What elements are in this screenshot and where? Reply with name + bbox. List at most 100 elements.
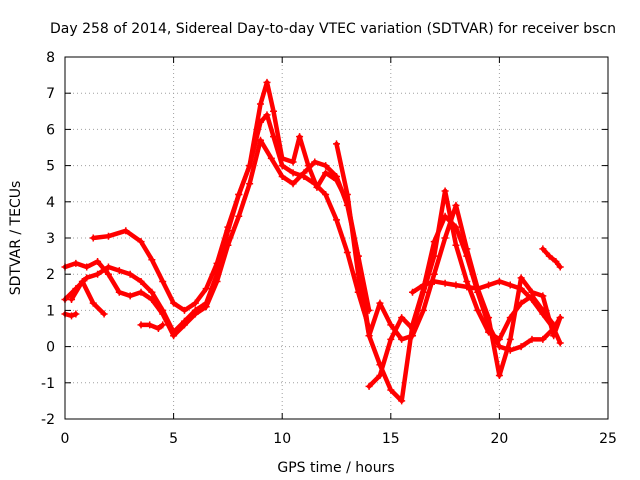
data-point	[94, 258, 102, 266]
data-point	[72, 259, 80, 267]
data-point	[137, 238, 145, 246]
data-point	[539, 245, 547, 253]
y-tick-label: 0	[46, 340, 55, 356]
data-point	[191, 299, 199, 307]
data-point	[83, 274, 91, 282]
data-point	[556, 263, 564, 271]
data-point	[146, 321, 154, 329]
data-point	[550, 325, 558, 332]
data-point	[474, 285, 482, 293]
y-tick-label: 1	[46, 303, 55, 319]
data-point	[180, 306, 188, 314]
y-tick-label: 5	[46, 159, 55, 175]
x-axis: 0 5 10 15 20 25	[61, 57, 617, 447]
data-point	[398, 314, 406, 322]
data-point	[495, 372, 503, 380]
y-tick-label: 6	[46, 122, 55, 138]
data-point	[539, 335, 547, 343]
data-point	[441, 279, 449, 287]
data-point	[263, 111, 271, 119]
data-point	[246, 180, 254, 188]
x-tick-label: 20	[490, 431, 508, 447]
x-axis-label: GPS time / hours	[277, 460, 394, 476]
data-point	[148, 256, 156, 264]
data-point	[278, 172, 286, 180]
data-point	[322, 169, 330, 177]
data-point	[104, 232, 112, 240]
data-point	[94, 270, 102, 278]
data-point	[463, 283, 471, 291]
data-point	[202, 285, 210, 293]
x-tick-label: 10	[273, 431, 291, 447]
data-point	[267, 154, 275, 162]
data-point	[365, 332, 373, 340]
data-point	[343, 191, 351, 199]
data-point	[137, 277, 145, 285]
series-texture-track-5	[368, 190, 555, 387]
data-point	[311, 158, 319, 166]
data-point	[419, 306, 427, 314]
data-point	[495, 343, 503, 351]
grid	[65, 57, 608, 419]
data-point	[556, 339, 564, 347]
data-point	[278, 154, 286, 162]
y-axis: -2 -1 0 1 2 3 4 5 6 7 8	[41, 50, 608, 428]
data-point	[235, 212, 243, 220]
series-texture-track-3	[64, 139, 370, 337]
data-point	[148, 288, 156, 296]
data-point	[452, 241, 460, 249]
data-point	[398, 397, 406, 405]
data-point	[68, 312, 76, 320]
data-point	[430, 277, 438, 285]
x-tick-label: 0	[61, 431, 70, 447]
data-point	[322, 191, 330, 199]
series-texture-track-7	[412, 280, 561, 344]
data-point	[289, 180, 297, 188]
data-point	[256, 100, 264, 108]
series-texture-track-11	[71, 280, 105, 315]
data-point	[387, 335, 395, 343]
data-point	[115, 288, 123, 296]
chart-title: Day 258 of 2014, Sidereal Day-to-day VTE…	[50, 21, 616, 37]
data-point	[452, 201, 460, 209]
data-point	[191, 310, 199, 318]
data-point	[517, 285, 525, 293]
data-point	[78, 277, 86, 285]
data-point	[126, 270, 134, 278]
y-tick-label: 2	[46, 267, 55, 283]
data-point	[343, 248, 351, 256]
series-texture-track-4	[336, 143, 561, 402]
data-point	[159, 277, 167, 285]
data-point	[83, 263, 91, 271]
data-point	[495, 335, 503, 343]
data-point	[115, 267, 123, 275]
data-point	[441, 187, 449, 195]
data-point	[126, 292, 134, 300]
data-point	[528, 288, 536, 296]
data-point	[270, 107, 278, 115]
data-point	[180, 321, 188, 329]
series-texture-track-10	[141, 324, 164, 330]
data-point	[333, 216, 340, 224]
data-point	[313, 183, 321, 191]
y-tick-label: -1	[41, 376, 55, 392]
data-point	[333, 172, 340, 180]
data-point	[213, 277, 221, 285]
y-tick-label: 7	[46, 86, 55, 102]
series-line-track-1	[62, 112, 372, 335]
data-point	[430, 252, 438, 260]
data-point	[72, 310, 80, 318]
data-point	[213, 259, 221, 267]
data-point	[376, 299, 384, 307]
y-tick-label: 8	[46, 50, 55, 66]
data-point	[409, 332, 417, 340]
data-point	[506, 335, 514, 343]
data-point	[452, 281, 460, 289]
data-point	[235, 191, 243, 199]
data-point	[170, 332, 178, 340]
data-point	[419, 288, 427, 296]
data-point	[441, 234, 449, 242]
data-point	[159, 310, 167, 318]
data-point	[539, 292, 547, 300]
